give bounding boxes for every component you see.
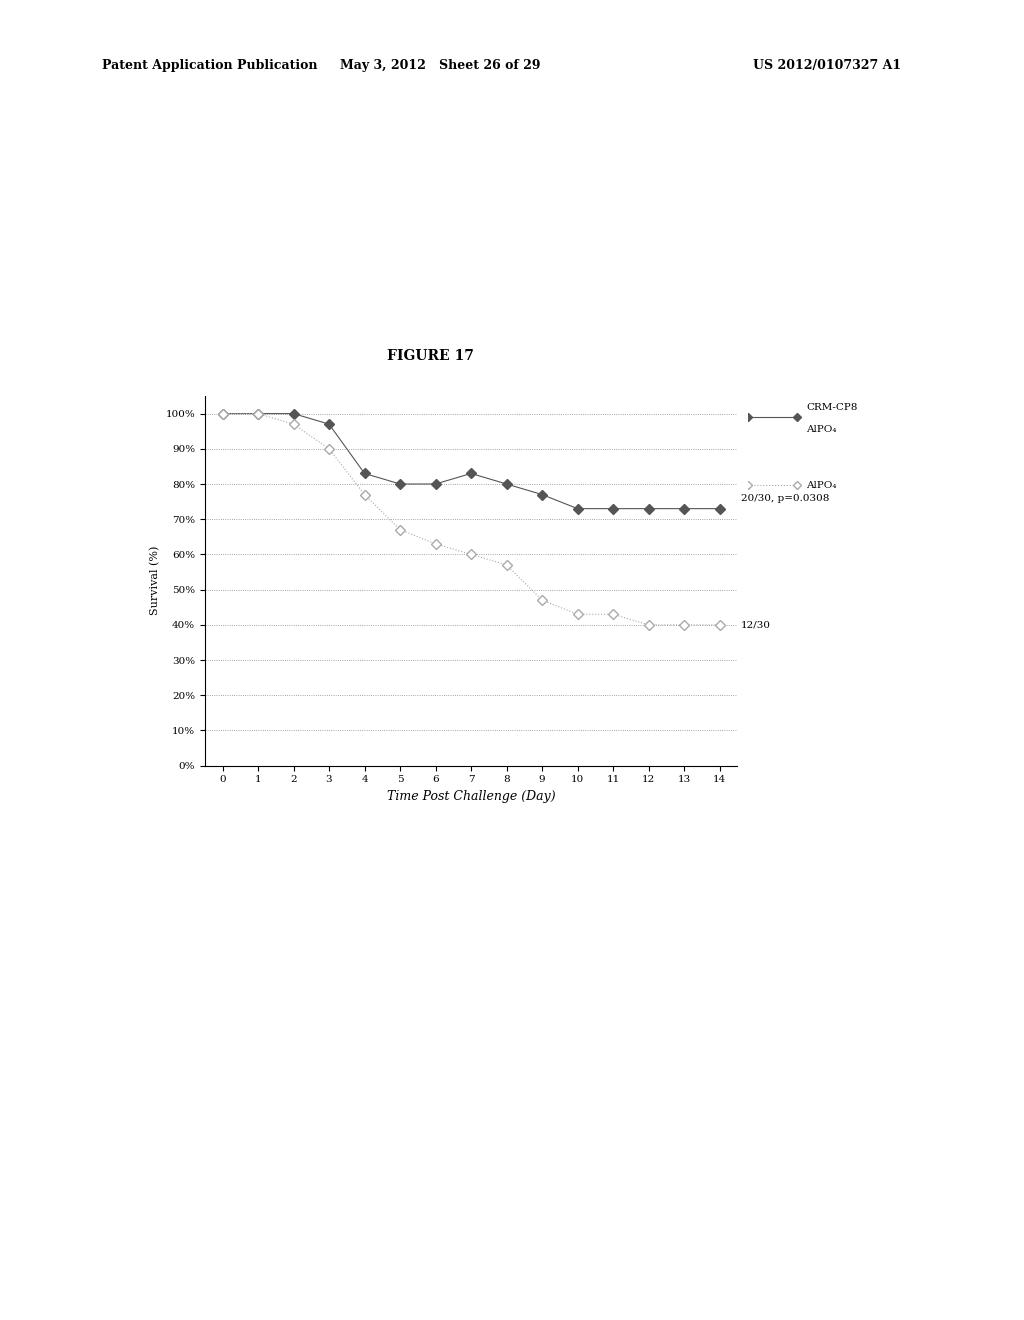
Y-axis label: Survival (%): Survival (%) bbox=[150, 546, 160, 615]
Text: CRM-CP8: CRM-CP8 bbox=[806, 404, 857, 412]
Text: Patent Application Publication: Patent Application Publication bbox=[102, 59, 317, 73]
Text: AlPO₄: AlPO₄ bbox=[806, 425, 837, 434]
Text: FIGURE 17: FIGURE 17 bbox=[387, 348, 473, 363]
Text: 12/30: 12/30 bbox=[740, 620, 771, 630]
X-axis label: Time Post Challenge (Day): Time Post Challenge (Day) bbox=[387, 789, 555, 803]
Text: US 2012/0107327 A1: US 2012/0107327 A1 bbox=[753, 59, 901, 73]
Text: May 3, 2012   Sheet 26 of 29: May 3, 2012 Sheet 26 of 29 bbox=[340, 59, 541, 73]
Text: AlPO₄: AlPO₄ bbox=[806, 480, 837, 490]
Text: 20/30, p=0.0308: 20/30, p=0.0308 bbox=[740, 494, 829, 503]
